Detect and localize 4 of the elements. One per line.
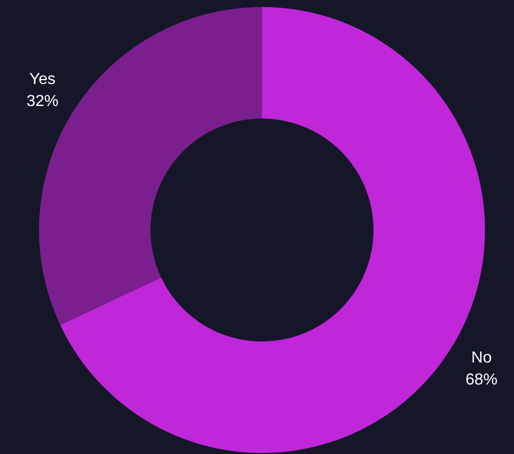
data-label: 32% bbox=[26, 93, 58, 110]
slice-label: Yes bbox=[29, 71, 56, 88]
data-label: 68% bbox=[466, 372, 498, 389]
slice-label: No bbox=[471, 350, 492, 367]
